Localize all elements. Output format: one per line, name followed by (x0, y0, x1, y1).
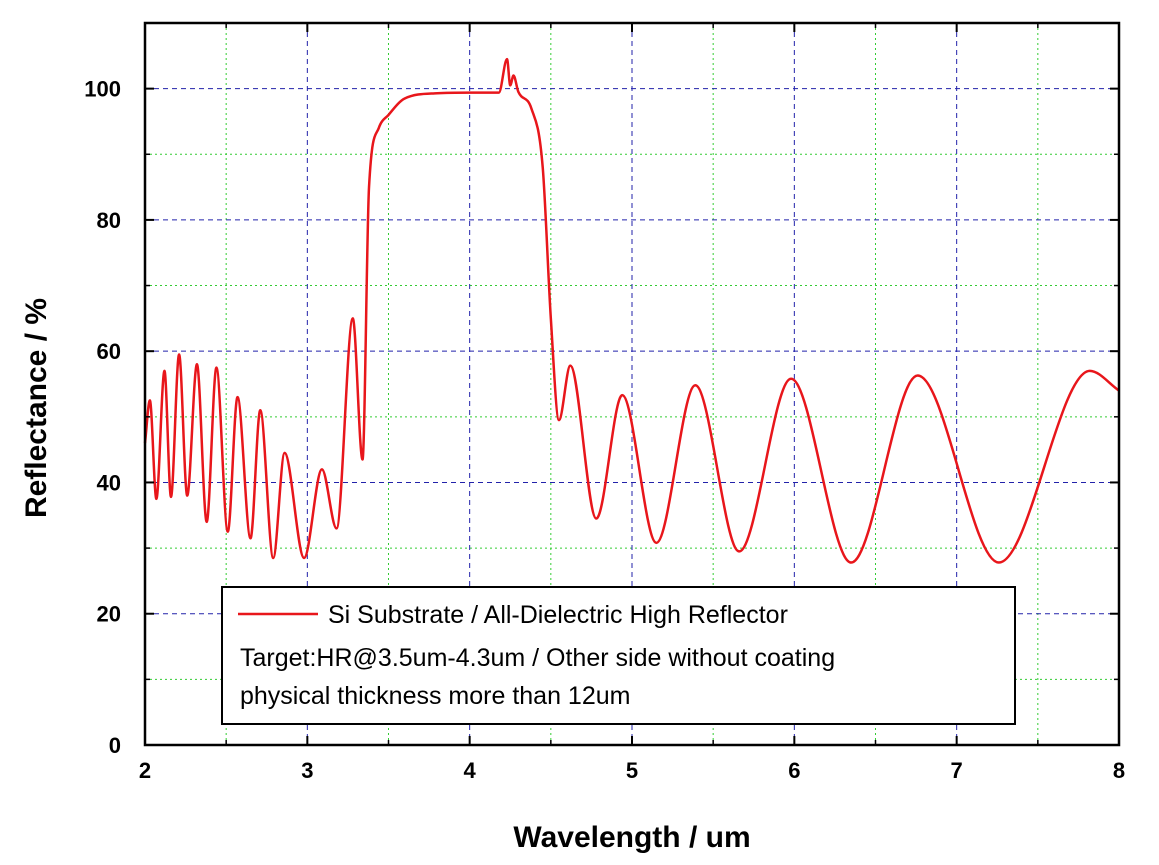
y-tick-label: 0 (109, 733, 121, 758)
x-tick-label: 5 (626, 758, 638, 783)
legend-note-thickness: physical thickness more than 12um (240, 682, 630, 710)
legend: Si Substrate / All-Dielectric High Refle… (221, 586, 1016, 725)
legend-box (221, 586, 1016, 725)
x-axis-title: Wavelength / um (513, 821, 750, 854)
legend-entry-series: Si Substrate / All-Dielectric High Refle… (328, 601, 788, 629)
legend-note-target: Target:HR@3.5um-4.3um / Other side witho… (240, 644, 835, 672)
y-tick-label: 20 (97, 602, 121, 627)
y-tick-label: 100 (84, 77, 121, 102)
y-tick-label: 40 (97, 470, 121, 495)
x-tick-label: 7 (951, 758, 963, 783)
y-axis-title: Reflectance / % (20, 298, 53, 518)
x-tick-label: 3 (301, 758, 313, 783)
x-tick-label: 6 (788, 758, 800, 783)
plot-series (143, 57, 1120, 564)
axis-ticks (144, 23, 1120, 746)
x-tick-label: 8 (1113, 758, 1125, 783)
y-tick-label: 60 (97, 339, 121, 364)
x-tick-label: 4 (464, 758, 477, 783)
series-line (143, 57, 1120, 564)
x-tick-label: 2 (139, 758, 151, 783)
y-tick-label: 80 (97, 208, 121, 233)
